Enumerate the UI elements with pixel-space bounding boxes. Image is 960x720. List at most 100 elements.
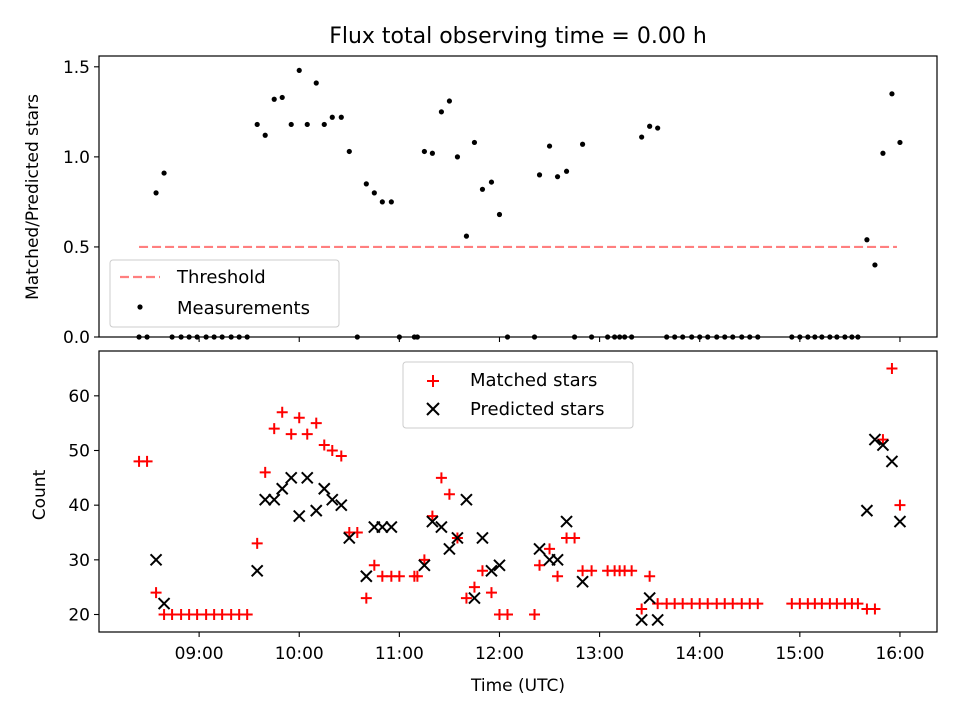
measurement-point: [313, 80, 319, 86]
measurement-point: [329, 114, 335, 120]
measurement-point: [454, 154, 461, 160]
bottom-x-axis: 09:00 10:00 11:00 12:00 13:00 14:00 15:00 16:00: [175, 632, 924, 664]
measurement-point: [655, 125, 661, 131]
matched-point: [268, 423, 280, 435]
matched-point: [485, 587, 497, 599]
matched-point: [476, 565, 488, 577]
measurement-point: [488, 179, 495, 185]
measurement-point: [446, 98, 453, 104]
measurement-point: [321, 121, 327, 128]
matched-point: [886, 362, 898, 374]
legend-measurements-swatch: [137, 304, 143, 310]
predicted-point: [485, 564, 498, 577]
predicted-point: [493, 559, 506, 572]
legend-predicted-swatch: [426, 402, 440, 416]
predicted-point: [443, 542, 456, 556]
predicted-point: [285, 471, 298, 485]
y-tick-label: 0.5: [63, 238, 90, 258]
predicted-point: [551, 553, 564, 567]
measurement-point: [563, 168, 570, 174]
measurement-point: [496, 211, 503, 218]
measurement-point: [889, 91, 895, 97]
predicted-point: [343, 531, 356, 545]
matched-point: [586, 565, 598, 577]
predicted-point: [468, 591, 481, 605]
predicted-point: [268, 493, 281, 506]
measurement-point: [296, 67, 302, 74]
matched-point: [752, 598, 764, 610]
legend-matched-swatch: [427, 375, 439, 387]
x-tick-label: 10:00: [275, 644, 324, 664]
measurement-point: [388, 199, 394, 205]
x-tick-label: 13:00: [575, 644, 624, 664]
matched-point: [426, 510, 438, 522]
measurement-point: [153, 190, 159, 196]
matched-point: [877, 434, 889, 446]
measurement-point: [338, 114, 344, 120]
matched-point: [435, 472, 447, 484]
measurement-point: [463, 233, 470, 239]
bottom-y-axis-label: Count: [30, 469, 50, 520]
matched-point: [241, 609, 253, 621]
y-tick-label: 1.5: [63, 58, 90, 78]
predicted-point: [250, 564, 264, 577]
y-tick-label: 20: [68, 606, 90, 626]
matched-point: [529, 609, 541, 621]
bottom-plot: 20 30 40 50 60 09:00 10:00 11:00 12:00 13:00 14:0…: [30, 350, 938, 696]
y-tick-label: 40: [68, 496, 90, 516]
predicted-point: [868, 433, 882, 446]
predicted-point: [476, 531, 489, 545]
x-tick-label: 12:00: [475, 644, 524, 664]
bottom-legend-box: [402, 361, 634, 429]
matched-point: [251, 537, 263, 549]
measurement-point: [379, 199, 385, 205]
predicted-point: [149, 553, 163, 567]
x-tick-label: 15:00: [775, 644, 824, 664]
measurement-point: [546, 143, 553, 149]
x-axis-label: Time (UTC): [470, 676, 565, 696]
x-tick-label: 14:00: [675, 644, 724, 664]
measurement-point: [304, 121, 310, 128]
x-tick-label: 11:00: [375, 644, 424, 664]
matched-point: [141, 455, 153, 467]
predicted-point: [335, 498, 348, 512]
matched-point: [544, 543, 556, 555]
measurement-point: [429, 150, 435, 156]
top-legend: Threshold Measurements: [109, 259, 340, 328]
measurement-point: [880, 150, 886, 156]
predicted-point: [533, 542, 546, 556]
predicted-point: [560, 515, 573, 528]
matched-point: [150, 587, 162, 599]
predicted-point: [360, 570, 373, 583]
bottom-axes-frame: [98, 350, 938, 633]
y-tick-label: 50: [68, 441, 90, 461]
predicted-point: [651, 613, 664, 627]
matched-point: [326, 444, 338, 456]
predicted-point: [460, 493, 473, 506]
y-tick-label: 30: [68, 551, 90, 571]
matched-point: [310, 417, 322, 429]
matched-point: [534, 559, 546, 571]
matched-point: [501, 609, 513, 621]
predicted-point: [301, 471, 314, 485]
predicted-point: [258, 493, 272, 506]
y-tick-label: 60: [68, 387, 90, 407]
matched-point: [318, 439, 330, 451]
predicted-point: [276, 482, 289, 495]
predicted-point: [385, 520, 398, 534]
matched-point: [335, 450, 347, 462]
top-plot: 0.0 0.5 1.0 1.5 Matched/Predicted stars Thr…: [23, 55, 938, 348]
measurement-point: [438, 109, 445, 115]
top-y-axis-label: Matched/Predicted stars: [23, 94, 43, 300]
measurement-point: [579, 141, 586, 147]
measurement-point: [647, 123, 653, 129]
matched-point: [285, 428, 297, 440]
matched-point: [869, 603, 881, 615]
predicted-point: [310, 504, 323, 517]
matched-point: [552, 570, 564, 582]
matched-point: [626, 565, 638, 577]
x-tick-label: 09:00: [175, 644, 224, 664]
predicted-point: [435, 520, 448, 534]
measurement-point: [262, 132, 268, 138]
